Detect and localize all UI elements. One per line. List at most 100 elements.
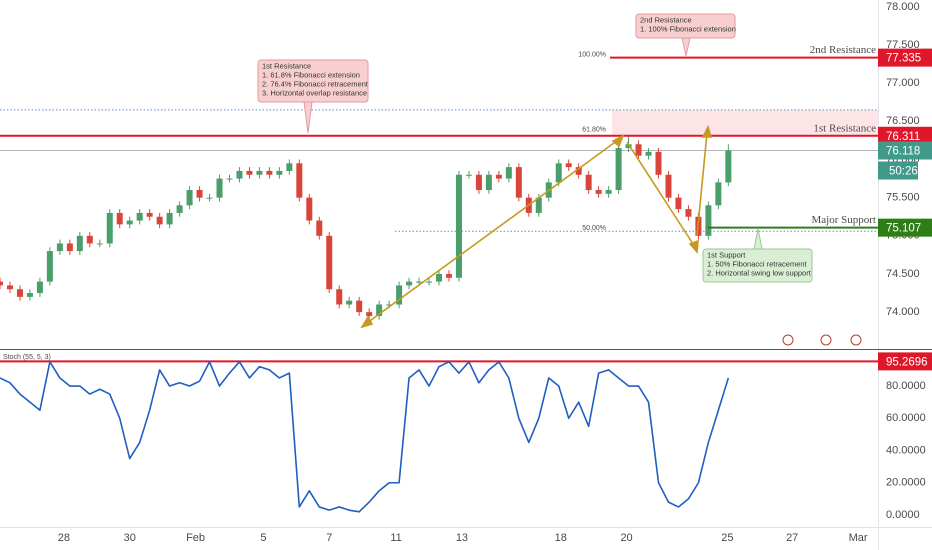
candle-body: [465, 174, 472, 176]
candle-body: [116, 212, 123, 225]
y-tick-label: 78.000: [886, 1, 920, 13]
candle-body: [685, 209, 692, 217]
candle-body: [0, 281, 3, 286]
candle-body: [276, 170, 283, 175]
stoch-line: [0, 361, 730, 513]
candle-body: [406, 281, 413, 286]
fib-label: 61.80%: [582, 127, 606, 134]
annotation-text: 1st Resistance: [262, 62, 311, 71]
candle-body: [565, 163, 572, 168]
level-label: 2nd Resistance: [810, 44, 876, 56]
candle-body: [436, 273, 442, 282]
fib-label: 100.00%: [578, 51, 606, 58]
candle-body: [376, 304, 383, 316]
countdown-badge: [878, 161, 918, 180]
arrow: [696, 132, 708, 237]
arrow-head: [611, 134, 625, 148]
candle-body: [256, 170, 263, 175]
candle-body: [495, 174, 502, 179]
candle-body: [416, 281, 423, 283]
x-tick-label: Mar: [849, 532, 868, 544]
arrow: [626, 141, 696, 248]
arrow: [366, 139, 619, 324]
candle-body: [36, 281, 43, 294]
arrow-head: [360, 315, 374, 329]
candle-body: [615, 148, 622, 191]
y-tick-label: 76.500: [886, 115, 920, 127]
candle-body: [126, 220, 133, 225]
candle-body: [96, 243, 103, 245]
annotation-text: 2. Horizontal swing low support: [707, 269, 812, 278]
last-price-badge: [878, 141, 932, 160]
candle-body: [426, 281, 433, 283]
indicator-name: Stoch (55, 5, 3): [3, 354, 51, 361]
annotation-text: 2. 76.4% Fibonacci retracement: [262, 80, 369, 89]
y-tick-label: 75.500: [886, 192, 920, 204]
candle-body: [336, 289, 343, 305]
event-icon: [820, 334, 832, 346]
candle-body: [196, 190, 203, 198]
resistance-zone: [612, 109, 878, 136]
candle-body: [76, 235, 83, 252]
candle-body: [46, 251, 53, 282]
event-icons: [782, 334, 862, 346]
candle-body: [366, 312, 373, 316]
annotation-text: 1. 100% Fibonacci extension: [640, 25, 736, 34]
candle-body: [396, 285, 403, 305]
candle-body: [236, 170, 243, 179]
candle-body: [216, 178, 223, 198]
candle-body: [455, 174, 462, 278]
x-tick-label: 30: [124, 532, 136, 544]
y-tick-label: 0.0000: [886, 509, 920, 521]
candle-body: [665, 174, 672, 198]
candle-body: [555, 163, 562, 183]
price-badge-label: 76.311: [886, 131, 920, 143]
candle-body: [655, 151, 662, 175]
candle-body: [605, 190, 612, 194]
candle-body: [166, 212, 173, 225]
candle-body: [316, 220, 323, 236]
candle-body: [226, 178, 233, 180]
y-tick-label: 74.500: [886, 268, 920, 280]
level-label: Major Support: [812, 214, 876, 226]
candle-body: [6, 285, 13, 290]
candle-body: [86, 235, 93, 244]
annotation-box: [257, 59, 369, 103]
candle-body: [635, 144, 642, 156]
annotation-text: 1. 61.8% Fibonacci extension: [262, 71, 360, 80]
x-tick-label: 27: [786, 532, 798, 544]
annotation-text: 1. 50% Fibonacci retracement: [707, 260, 808, 269]
candle-body: [535, 197, 542, 213]
candle-body: [146, 212, 153, 217]
y-tick-label: 77.000: [886, 77, 920, 89]
candle-body: [136, 212, 143, 221]
x-tick-label: 7: [326, 532, 332, 544]
event-icon: [850, 334, 862, 346]
y-tick-label: 74.000: [886, 306, 920, 318]
candle-body: [595, 190, 602, 194]
candle-body: [515, 167, 522, 198]
candle-body: [66, 243, 73, 252]
event-icon: [782, 334, 794, 346]
price-badge: [878, 126, 932, 145]
candle-body: [575, 167, 582, 175]
candle-body: [206, 197, 213, 199]
y-tick-label: 40.0000: [886, 444, 926, 456]
x-tick-label: 13: [456, 532, 468, 544]
candle-body: [266, 170, 273, 175]
candle-body: [485, 174, 492, 191]
price-badge: [878, 218, 932, 237]
candle-body: [475, 174, 482, 191]
candle-body: [675, 197, 682, 210]
fib-label: 50.00%: [582, 225, 606, 232]
candle-body: [26, 293, 33, 297]
candle-body: [445, 273, 452, 278]
candle-body: [386, 304, 393, 306]
price-badge-label: 77.335: [886, 53, 921, 65]
candle-body: [246, 170, 253, 175]
last-price-label: 76.118: [886, 146, 920, 158]
arrow-head: [701, 124, 713, 138]
candle-body: [346, 300, 353, 305]
